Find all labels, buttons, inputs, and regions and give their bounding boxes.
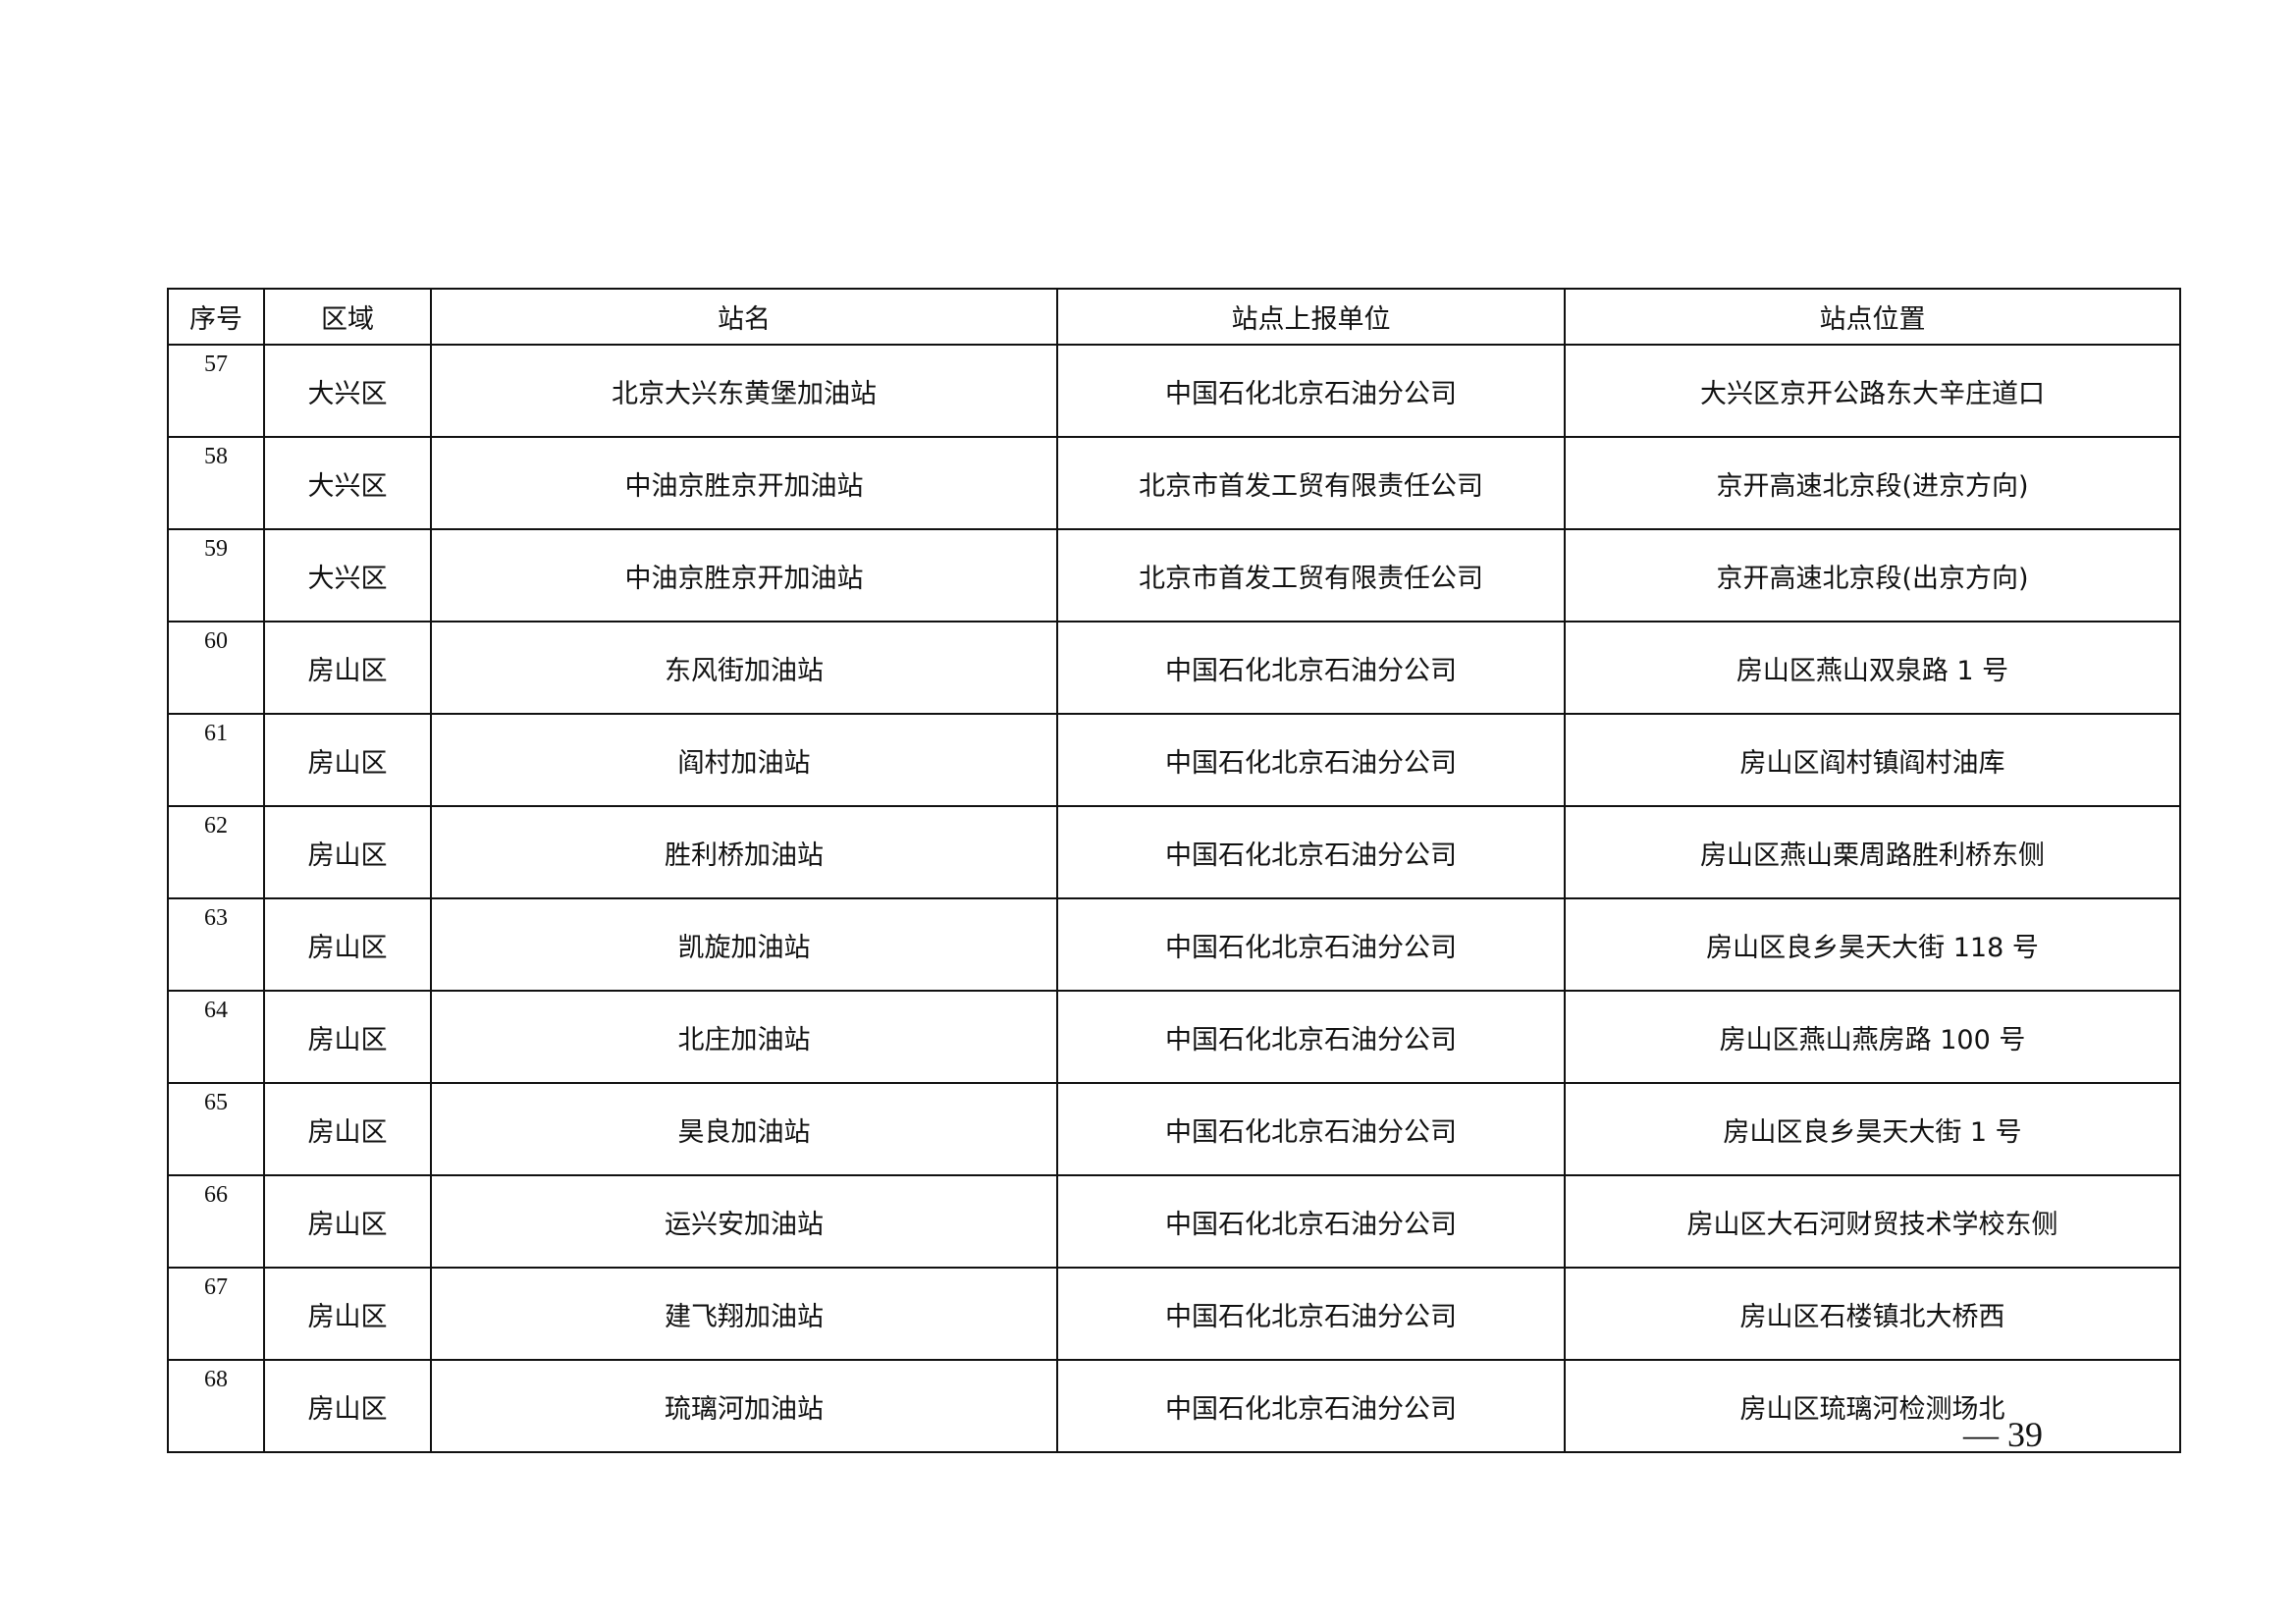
location-cell: 房山区大石河财贸技术学校东侧 — [1564, 1174, 2181, 1269]
station-name-cell: 阎村加油站 — [430, 713, 1058, 807]
district-cell: 大兴区 — [263, 344, 432, 438]
serial-cell: 62 — [167, 805, 265, 899]
district-cell: 房山区 — [263, 990, 432, 1084]
district-cell: 房山区 — [263, 897, 432, 992]
serial-cell: 63 — [167, 897, 265, 992]
table-row: 67 房山区 建飞翔加油站 中国石化北京石油分公司 房山区石楼镇北大桥西 — [167, 1267, 2181, 1361]
serial-cell: 65 — [167, 1082, 265, 1176]
district-cell: 房山区 — [263, 1267, 432, 1361]
table-row: 65 房山区 昊良加油站 中国石化北京石油分公司 房山区良乡昊天大街 1 号 — [167, 1082, 2181, 1176]
gas-station-table: 序号 区域 站名 站点上报单位 站点位置 57 大兴区 北京大兴东黄堡加油站 中国石化… — [167, 288, 2181, 1453]
header-reporting-unit: 站点上报单位 — [1056, 288, 1566, 346]
table-row: 59 大兴区 中油京胜京开加油站 北京市首发工贸有限责任公司 京开高速北京段(出京方向) — [167, 528, 2181, 623]
reporting-unit-cell: 中国石化北京石油分公司 — [1056, 990, 1566, 1084]
station-name-cell: 胜利桥加油站 — [430, 805, 1058, 899]
station-name-cell: 琉璃河加油站 — [430, 1359, 1058, 1453]
location-cell: 房山区良乡昊天大街 118 号 — [1564, 897, 2181, 992]
header-station-name: 站名 — [430, 288, 1058, 346]
station-name-cell: 中油京胜京开加油站 — [430, 528, 1058, 623]
location-cell: 房山区燕山双泉路 1 号 — [1564, 621, 2181, 715]
serial-cell: 66 — [167, 1174, 265, 1269]
header-district: 区域 — [263, 288, 432, 346]
district-cell: 房山区 — [263, 805, 432, 899]
station-name-cell: 昊良加油站 — [430, 1082, 1058, 1176]
table-row: 68 房山区 琉璃河加油站 中国石化北京石油分公司 房山区琉璃河检测场北 — [167, 1359, 2181, 1453]
page-number: — 39 — [1963, 1415, 2043, 1454]
district-cell: 房山区 — [263, 1082, 432, 1176]
serial-cell: 60 — [167, 621, 265, 715]
reporting-unit-cell: 中国石化北京石油分公司 — [1056, 1267, 1566, 1361]
reporting-unit-cell: 中国石化北京石油分公司 — [1056, 1174, 1566, 1269]
location-cell: 房山区琉璃河检测场北 — [1564, 1359, 2181, 1453]
serial-cell: 61 — [167, 713, 265, 807]
table-row: 57 大兴区 北京大兴东黄堡加油站 中国石化北京石油分公司 大兴区京开公路东大辛庄道口 — [167, 344, 2181, 438]
location-cell: 房山区阎村镇阎村油库 — [1564, 713, 2181, 807]
station-name-cell: 运兴安加油站 — [430, 1174, 1058, 1269]
header-location: 站点位置 — [1564, 288, 2181, 346]
district-cell: 房山区 — [263, 713, 432, 807]
table-row: 60 房山区 东风街加油站 中国石化北京石油分公司 房山区燕山双泉路 1 号 — [167, 621, 2181, 715]
serial-cell: 59 — [167, 528, 265, 623]
location-cell: 房山区燕山燕房路 100 号 — [1564, 990, 2181, 1084]
location-cell: 房山区石楼镇北大桥西 — [1564, 1267, 2181, 1361]
district-cell: 房山区 — [263, 1174, 432, 1269]
station-name-cell: 中油京胜京开加油站 — [430, 436, 1058, 530]
reporting-unit-cell: 中国石化北京石油分公司 — [1056, 713, 1566, 807]
table-row: 63 房山区 凯旋加油站 中国石化北京石油分公司 房山区良乡昊天大街 118 号 — [167, 897, 2181, 992]
reporting-unit-cell: 中国石化北京石油分公司 — [1056, 1359, 1566, 1453]
serial-cell: 57 — [167, 344, 265, 438]
table-row: 61 房山区 阎村加油站 中国石化北京石油分公司 房山区阎村镇阎村油库 — [167, 713, 2181, 807]
header-serial: 序号 — [167, 288, 265, 346]
serial-cell: 67 — [167, 1267, 265, 1361]
serial-cell: 58 — [167, 436, 265, 530]
location-cell: 大兴区京开公路东大辛庄道口 — [1564, 344, 2181, 438]
table-row: 66 房山区 运兴安加油站 中国石化北京石油分公司 房山区大石河财贸技术学校东侧 — [167, 1174, 2181, 1269]
station-name-cell: 建飞翔加油站 — [430, 1267, 1058, 1361]
table-row: 64 房山区 北庄加油站 中国石化北京石油分公司 房山区燕山燕房路 100 号 — [167, 990, 2181, 1084]
reporting-unit-cell: 中国石化北京石油分公司 — [1056, 897, 1566, 992]
table-row: 62 房山区 胜利桥加油站 中国石化北京石油分公司 房山区燕山栗周路胜利桥东侧 — [167, 805, 2181, 899]
reporting-unit-cell: 北京市首发工贸有限责任公司 — [1056, 528, 1566, 623]
station-name-cell: 北庄加油站 — [430, 990, 1058, 1084]
table-row: 58 大兴区 中油京胜京开加油站 北京市首发工贸有限责任公司 京开高速北京段(进京方向) — [167, 436, 2181, 530]
district-cell: 大兴区 — [263, 528, 432, 623]
serial-cell: 64 — [167, 990, 265, 1084]
station-name-cell: 东风街加油站 — [430, 621, 1058, 715]
district-cell: 大兴区 — [263, 436, 432, 530]
table-header-row: 序号 区域 站名 站点上报单位 站点位置 — [167, 288, 2181, 346]
station-name-cell: 北京大兴东黄堡加油站 — [430, 344, 1058, 438]
location-cell: 京开高速北京段(出京方向) — [1564, 528, 2181, 623]
serial-cell: 68 — [167, 1359, 265, 1453]
reporting-unit-cell: 中国石化北京石油分公司 — [1056, 805, 1566, 899]
reporting-unit-cell: 中国石化北京石油分公司 — [1056, 621, 1566, 715]
reporting-unit-cell: 中国石化北京石油分公司 — [1056, 1082, 1566, 1176]
location-cell: 京开高速北京段(进京方向) — [1564, 436, 2181, 530]
station-name-cell: 凯旋加油站 — [430, 897, 1058, 992]
district-cell: 房山区 — [263, 1359, 432, 1453]
location-cell: 房山区燕山栗周路胜利桥东侧 — [1564, 805, 2181, 899]
reporting-unit-cell: 北京市首发工贸有限责任公司 — [1056, 436, 1566, 530]
location-cell: 房山区良乡昊天大街 1 号 — [1564, 1082, 2181, 1176]
reporting-unit-cell: 中国石化北京石油分公司 — [1056, 344, 1566, 438]
district-cell: 房山区 — [263, 621, 432, 715]
